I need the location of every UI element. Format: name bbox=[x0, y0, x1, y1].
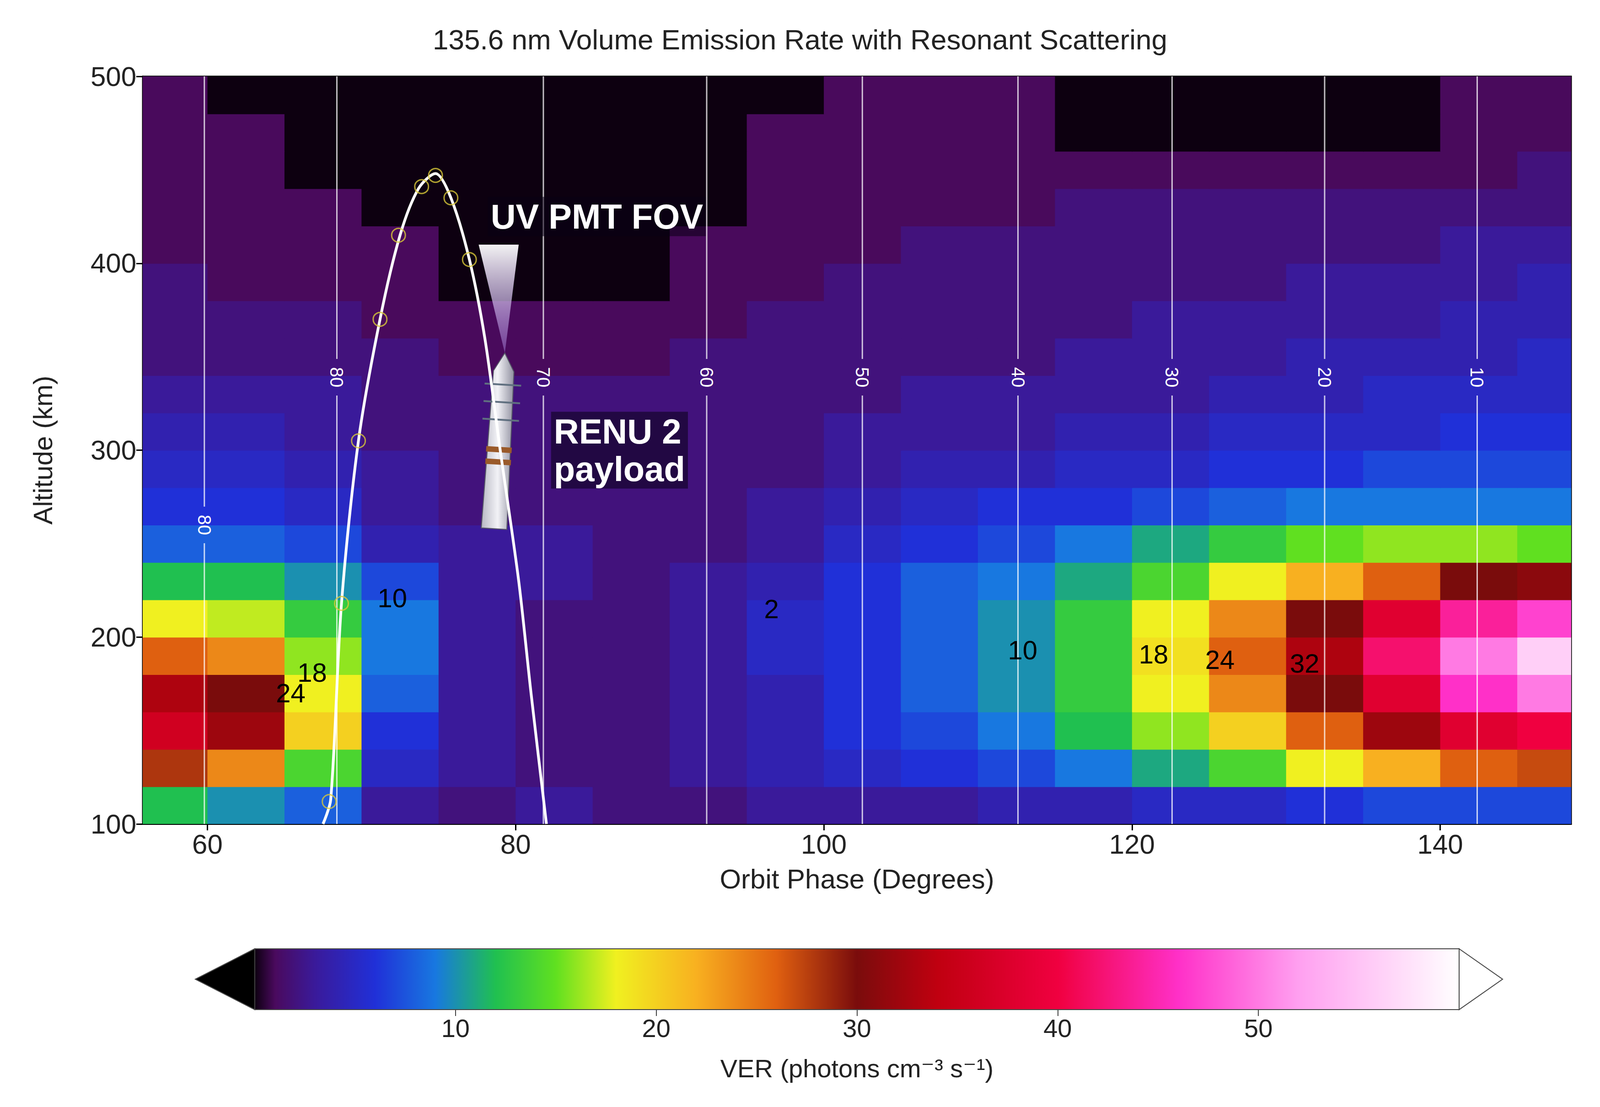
svg-text:10: 10 bbox=[441, 1014, 470, 1043]
svg-text:30: 30 bbox=[842, 1014, 871, 1043]
svg-text:120: 120 bbox=[1109, 829, 1155, 860]
svg-text:18: 18 bbox=[1138, 639, 1169, 670]
svg-text:70: 70 bbox=[533, 367, 554, 388]
svg-text:VER (photons cm⁻³ s⁻¹): VER (photons cm⁻³ s⁻¹) bbox=[720, 1054, 994, 1084]
svg-text:400: 400 bbox=[90, 247, 137, 279]
svg-text:135.6 nm Volume Emission Rate: 135.6 nm Volume Emission Rate with Reson… bbox=[432, 23, 1168, 56]
svg-text:24: 24 bbox=[275, 678, 306, 709]
svg-text:140: 140 bbox=[1417, 829, 1464, 860]
svg-text:80: 80 bbox=[500, 829, 532, 860]
svg-text:200: 200 bbox=[90, 622, 137, 653]
svg-text:32: 32 bbox=[1289, 648, 1320, 679]
svg-text:2: 2 bbox=[763, 594, 779, 624]
svg-text:50: 50 bbox=[852, 367, 873, 388]
svg-text:Orbit Phase (Degrees): Orbit Phase (Degrees) bbox=[719, 864, 994, 895]
svg-text:80: 80 bbox=[194, 515, 215, 536]
svg-text:60: 60 bbox=[192, 829, 223, 860]
svg-text:80: 80 bbox=[326, 367, 347, 388]
svg-text:20: 20 bbox=[1314, 367, 1335, 388]
svg-text:10: 10 bbox=[1007, 635, 1038, 666]
svg-text:10: 10 bbox=[377, 583, 408, 613]
svg-text:10: 10 bbox=[1466, 367, 1488, 388]
svg-text:30: 30 bbox=[1161, 367, 1182, 388]
svg-text:20: 20 bbox=[642, 1014, 671, 1043]
svg-text:payload: payload bbox=[553, 449, 686, 489]
svg-text:500: 500 bbox=[90, 61, 137, 92]
svg-text:40: 40 bbox=[1043, 1014, 1072, 1043]
svg-text:60: 60 bbox=[696, 367, 717, 388]
svg-text:24: 24 bbox=[1205, 644, 1235, 675]
svg-text:100: 100 bbox=[800, 829, 847, 860]
svg-text:300: 300 bbox=[90, 434, 137, 466]
svg-text:50: 50 bbox=[1244, 1014, 1273, 1043]
svg-text:18: 18 bbox=[297, 657, 327, 688]
svg-text:100: 100 bbox=[90, 809, 137, 840]
svg-text:UV PMT FOV: UV PMT FOV bbox=[490, 197, 704, 237]
svg-text:Altitude (km): Altitude (km) bbox=[27, 375, 58, 526]
svg-text:RENU 2: RENU 2 bbox=[553, 412, 682, 452]
svg-text:40: 40 bbox=[1008, 367, 1029, 388]
